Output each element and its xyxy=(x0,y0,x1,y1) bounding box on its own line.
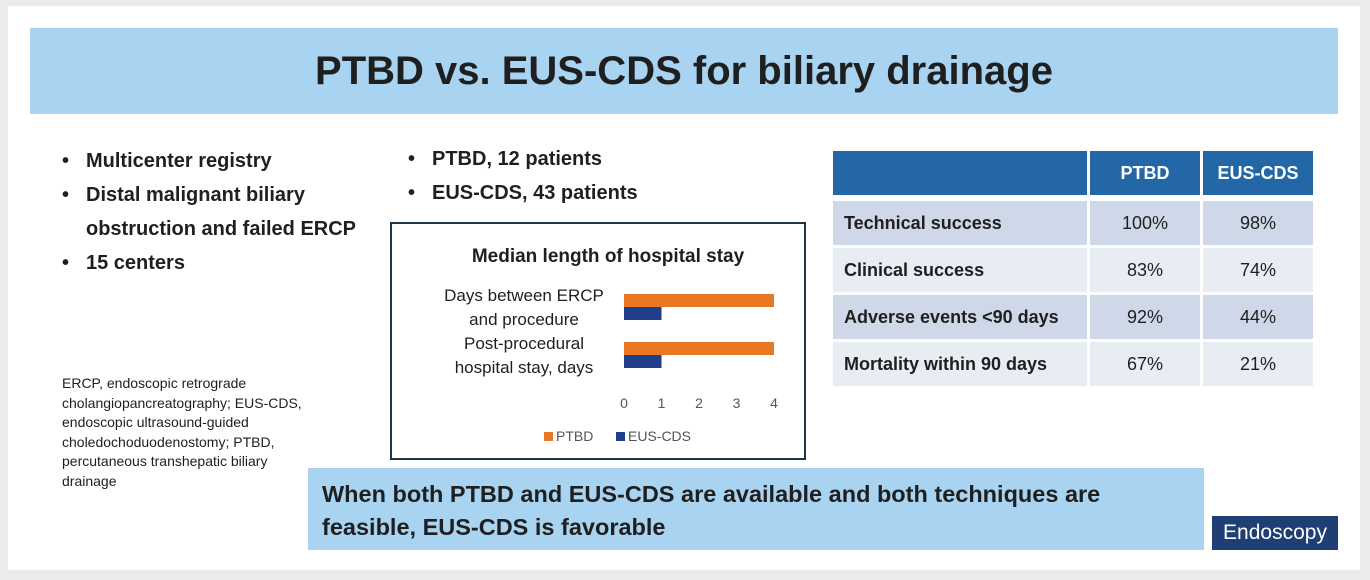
table-row: Technical success 100% 98% xyxy=(833,195,1313,245)
row-label: Adverse events <90 days xyxy=(833,292,1087,339)
list-item: EUS-CDS, 43 patients xyxy=(406,176,736,210)
conclusion-box: When both PTBD and EUS-CDS are available… xyxy=(308,468,1204,550)
row-label: Mortality within 90 days xyxy=(833,339,1087,386)
list-item: Distal malignant biliary obstruction and… xyxy=(60,178,380,246)
ptbd-value: 67% xyxy=(1087,339,1200,386)
bar-eus-cds xyxy=(624,355,662,368)
table-row: Clinical success 83% 74% xyxy=(833,245,1313,292)
hospital-stay-chart: Median length of hospital stay Days betwe… xyxy=(390,222,806,460)
slide-title: PTBD vs. EUS-CDS for biliary drainage xyxy=(315,48,1053,93)
results-table: PTBD EUS-CDS Technical success 100% 98% … xyxy=(833,151,1313,386)
journal-logo: Endoscopy xyxy=(1212,516,1338,550)
study-design-list: Multicenter registry Distal malignant bi… xyxy=(60,144,380,280)
table-header-euscds: EUS-CDS xyxy=(1200,151,1313,195)
list-item: 15 centers xyxy=(60,246,380,280)
legend-swatch xyxy=(616,432,625,441)
euscds-value: 74% xyxy=(1200,245,1313,292)
ptbd-value: 92% xyxy=(1087,292,1200,339)
euscds-value: 44% xyxy=(1200,292,1313,339)
ptbd-value: 100% xyxy=(1087,195,1200,245)
row-label: Technical success xyxy=(833,195,1087,245)
x-tick-label: 4 xyxy=(770,395,778,411)
list-item: Multicenter registry xyxy=(60,144,380,178)
x-tick-label: 0 xyxy=(620,395,628,411)
category-label: and procedure xyxy=(469,310,579,329)
list-item: PTBD, 12 patients xyxy=(406,142,736,176)
category-label: hospital stay, days xyxy=(455,358,594,377)
category-label: Days between ERCP xyxy=(444,286,604,305)
legend-swatch xyxy=(544,432,553,441)
category-label: Post-procedural xyxy=(464,334,584,353)
ptbd-value: 83% xyxy=(1087,245,1200,292)
patient-count-list: PTBD, 12 patients EUS-CDS, 43 patients xyxy=(406,142,736,210)
bar-ptbd xyxy=(624,294,774,307)
table-header-ptbd: PTBD xyxy=(1087,151,1200,195)
abbreviations-footnote: ERCP, endoscopic retrograde cholangiopan… xyxy=(62,375,302,489)
row-label: Clinical success xyxy=(833,245,1087,292)
table-row: Mortality within 90 days 67% 21% xyxy=(833,339,1313,386)
legend-label: EUS-CDS xyxy=(628,428,691,444)
table-header-blank xyxy=(833,151,1087,195)
euscds-value: 98% xyxy=(1200,195,1313,245)
bar-eus-cds xyxy=(624,307,662,320)
x-tick-label: 1 xyxy=(658,395,666,411)
chart-svg: Median length of hospital stay Days betwe… xyxy=(444,246,778,444)
x-tick-label: 2 xyxy=(695,395,703,411)
table-row: Adverse events <90 days 92% 44% xyxy=(833,292,1313,339)
chart-title: Median length of hospital stay xyxy=(472,246,745,267)
euscds-value: 21% xyxy=(1200,339,1313,386)
slide: PTBD vs. EUS-CDS for biliary drainage Mu… xyxy=(8,6,1360,570)
title-band: PTBD vs. EUS-CDS for biliary drainage xyxy=(30,28,1338,114)
x-tick-label: 3 xyxy=(733,395,741,411)
legend-label: PTBD xyxy=(556,428,593,444)
bar-ptbd xyxy=(624,342,774,355)
